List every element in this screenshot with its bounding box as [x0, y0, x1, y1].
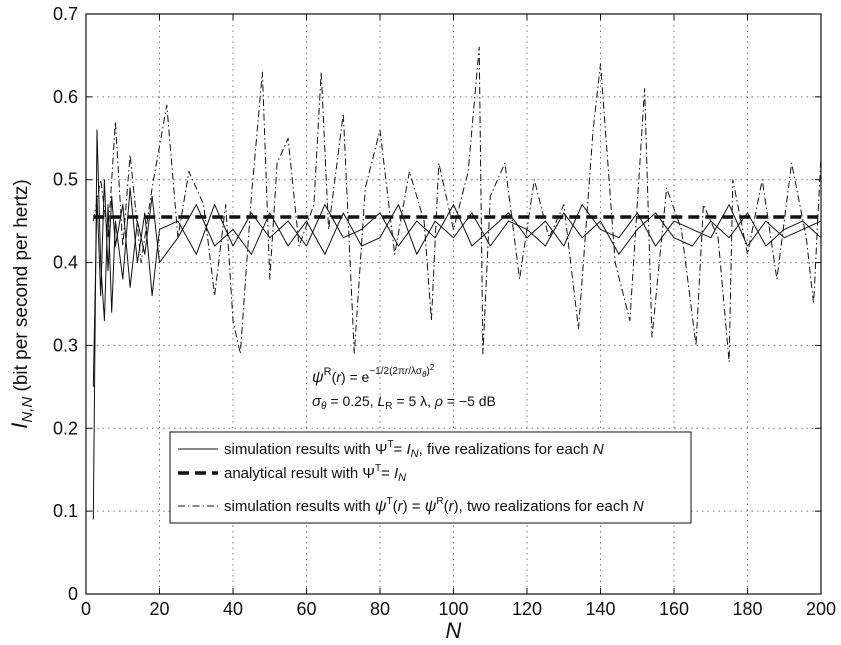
series-2-line: [92, 179, 822, 387]
y-axis-label-subscript: N,N: [19, 397, 36, 423]
x-tick-label: 60: [296, 599, 316, 619]
y-tick-label: 0.7: [53, 4, 78, 24]
y-axis-label: IN,N (bit per second per hertz): [7, 179, 36, 429]
x-tick-label: 100: [438, 599, 468, 619]
x-tick-label: 0: [81, 599, 91, 619]
x-tick-label: 180: [732, 599, 762, 619]
x-tick-label: 140: [585, 599, 615, 619]
series-3-line: [92, 46, 822, 363]
x-tick-label: 20: [149, 599, 169, 619]
legend-item-3: simulation results with ψT(r) = ψR(r), t…: [178, 496, 644, 515]
y-axis-label-symbol: I: [7, 423, 32, 429]
legend-label-1: simulation results with ΨT= IN, five rea…: [224, 439, 604, 460]
annotation-line2: σθ = 0.25, LR = 5 λ, ρ = −5 dB: [312, 393, 496, 412]
x-tick-label: 80: [370, 599, 390, 619]
annotation-line1: ψR(r) = e−1/2(2πr/λσθ)2: [312, 363, 435, 386]
x-tick-label: 200: [806, 599, 836, 619]
y-tick-label: 0.6: [53, 87, 78, 107]
tick-layer: 0 20 40 60 80 100 120 140 160 180 200 0 0.1 0.2 0.3 0.4…: [53, 4, 836, 619]
legend: simulation results with ΨT= IN, five rea…: [169, 431, 692, 524]
y-axis-label-unit: (bit per second per hertz): [11, 179, 32, 397]
y-tick-label: 0.5: [53, 170, 78, 190]
x-tick-label: 160: [659, 599, 689, 619]
series-layer: [92, 46, 822, 520]
x-tick-label: 40: [223, 599, 243, 619]
legend-item-2: analytical result with ΨT= IN: [178, 463, 406, 484]
legend-box: [169, 431, 692, 524]
y-tick-label: 0: [68, 584, 78, 604]
y-tick-label: 0.4: [53, 253, 78, 273]
series-1-line: [92, 129, 822, 520]
y-tick-label: 0.3: [53, 335, 78, 355]
y-tick-label: 0.1: [53, 501, 78, 521]
legend-item-1: simulation results with ΨT= IN, five rea…: [178, 439, 604, 460]
legend-label-3: simulation results with ψT(r) = ψR(r), t…: [224, 496, 644, 515]
x-tick-label: 120: [512, 599, 542, 619]
annotation-group: ψR(r) = e−1/2(2πr/λσθ)2 σθ = 0.25, LR = …: [312, 363, 496, 412]
legend-label-2: analytical result with ΨT= IN: [224, 463, 406, 484]
x-axis-label: N: [446, 618, 462, 643]
y-tick-label: 0.2: [53, 418, 78, 438]
